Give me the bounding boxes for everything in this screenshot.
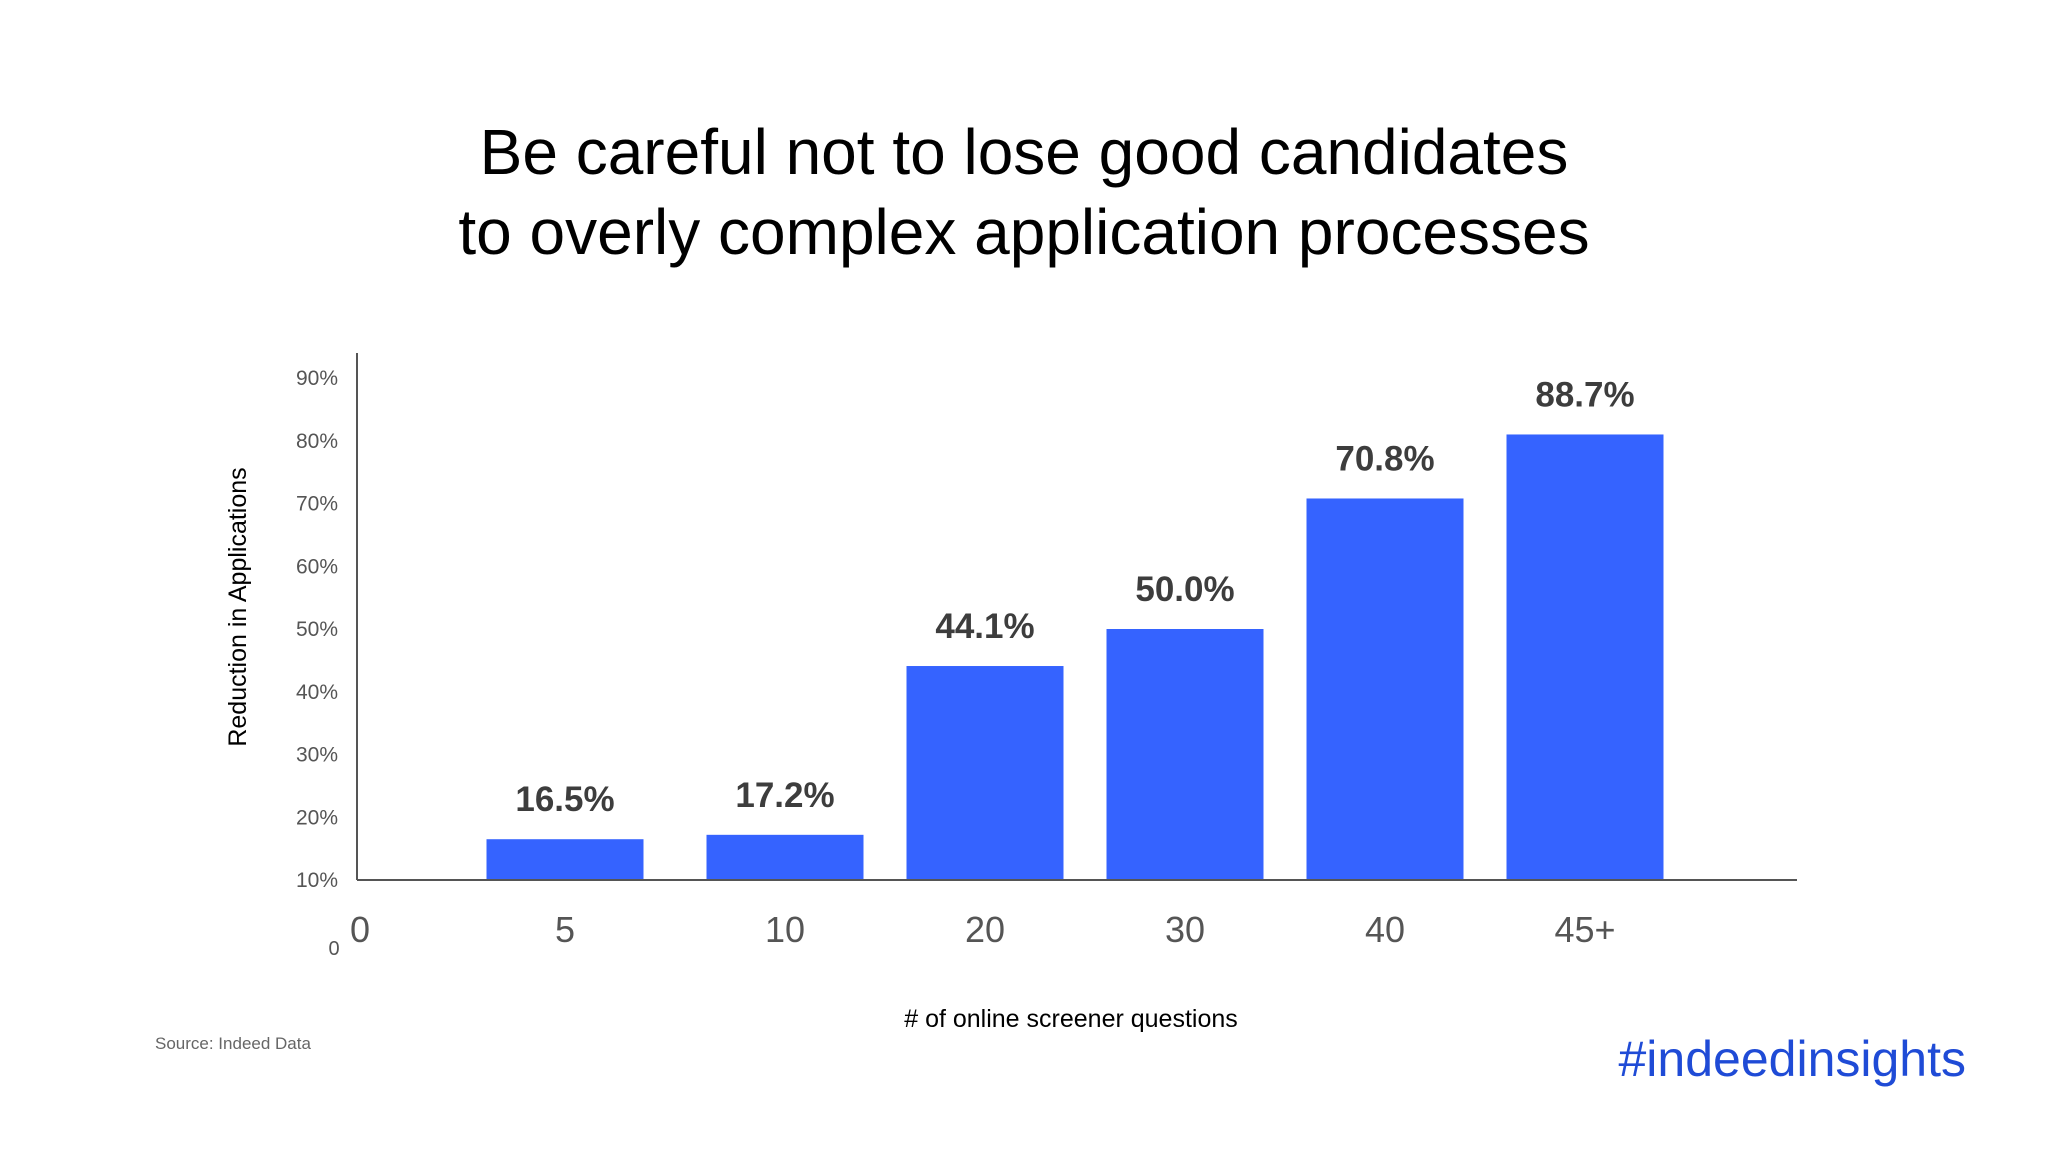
y-tick-label: 40%	[296, 681, 338, 704]
y-tick-label: 60%	[296, 555, 338, 578]
x-tick-label: 20	[965, 909, 1005, 950]
y-tick-label: 30%	[296, 744, 338, 767]
bar	[906, 666, 1064, 880]
bar-value-label: 44.1%	[935, 607, 1034, 646]
x-axis-label: # of online screener questions	[904, 1005, 1238, 1033]
value-labels-layer: 16.5% 17.2% 44.1% 50.0% 70.8% 88.7%	[515, 375, 1634, 819]
chart-title-line-2: to overly complex application processes	[458, 196, 1590, 268]
y-tick-label: 10%	[296, 869, 338, 892]
x-tick-label: 40	[1365, 909, 1405, 950]
chart-title: Be careful not to lose good candidates t…	[0, 112, 2048, 272]
y-tick-labels: 10% 20% 30% 40% 50% 60% 70% 80% 90%	[296, 367, 338, 892]
bar	[1506, 434, 1664, 880]
y-axis-label: Reduction in Applications	[224, 467, 252, 746]
bar-value-label: 17.2%	[735, 776, 834, 815]
x-tick-label: 10	[765, 909, 805, 950]
y-tick-label: 90%	[296, 367, 338, 390]
y-tick-label: 80%	[296, 430, 338, 453]
bar	[1106, 629, 1264, 880]
hashtag-link[interactable]: #indeedinsights	[1618, 1031, 1967, 1087]
x-tick-label: 30	[1165, 909, 1205, 950]
bar-value-label: 16.5%	[515, 780, 614, 819]
y-tick-label: 70%	[296, 493, 338, 516]
x-zero-tick-label: 0	[350, 909, 370, 950]
bar-value-label: 50.0%	[1135, 570, 1234, 609]
bars-layer	[486, 434, 1664, 880]
bar	[486, 839, 644, 880]
bar-value-label: 70.8%	[1335, 439, 1434, 478]
x-tick-label: 5	[555, 909, 575, 950]
bar	[706, 834, 864, 880]
x-tick-label: 45+	[1554, 909, 1615, 950]
bar	[1306, 498, 1464, 880]
y-tick-label: 50%	[296, 618, 338, 641]
y-tick-label: 20%	[296, 806, 338, 829]
chart-title-line-1: Be careful not to lose good candidates	[479, 116, 1569, 188]
bar-value-label: 88.7%	[1535, 375, 1634, 414]
source-note: Source: Indeed Data	[155, 1034, 311, 1053]
x-tick-labels: 5 10 20 30 40 45+	[555, 909, 1616, 950]
y-zero-tick-label: 0	[328, 938, 339, 960]
